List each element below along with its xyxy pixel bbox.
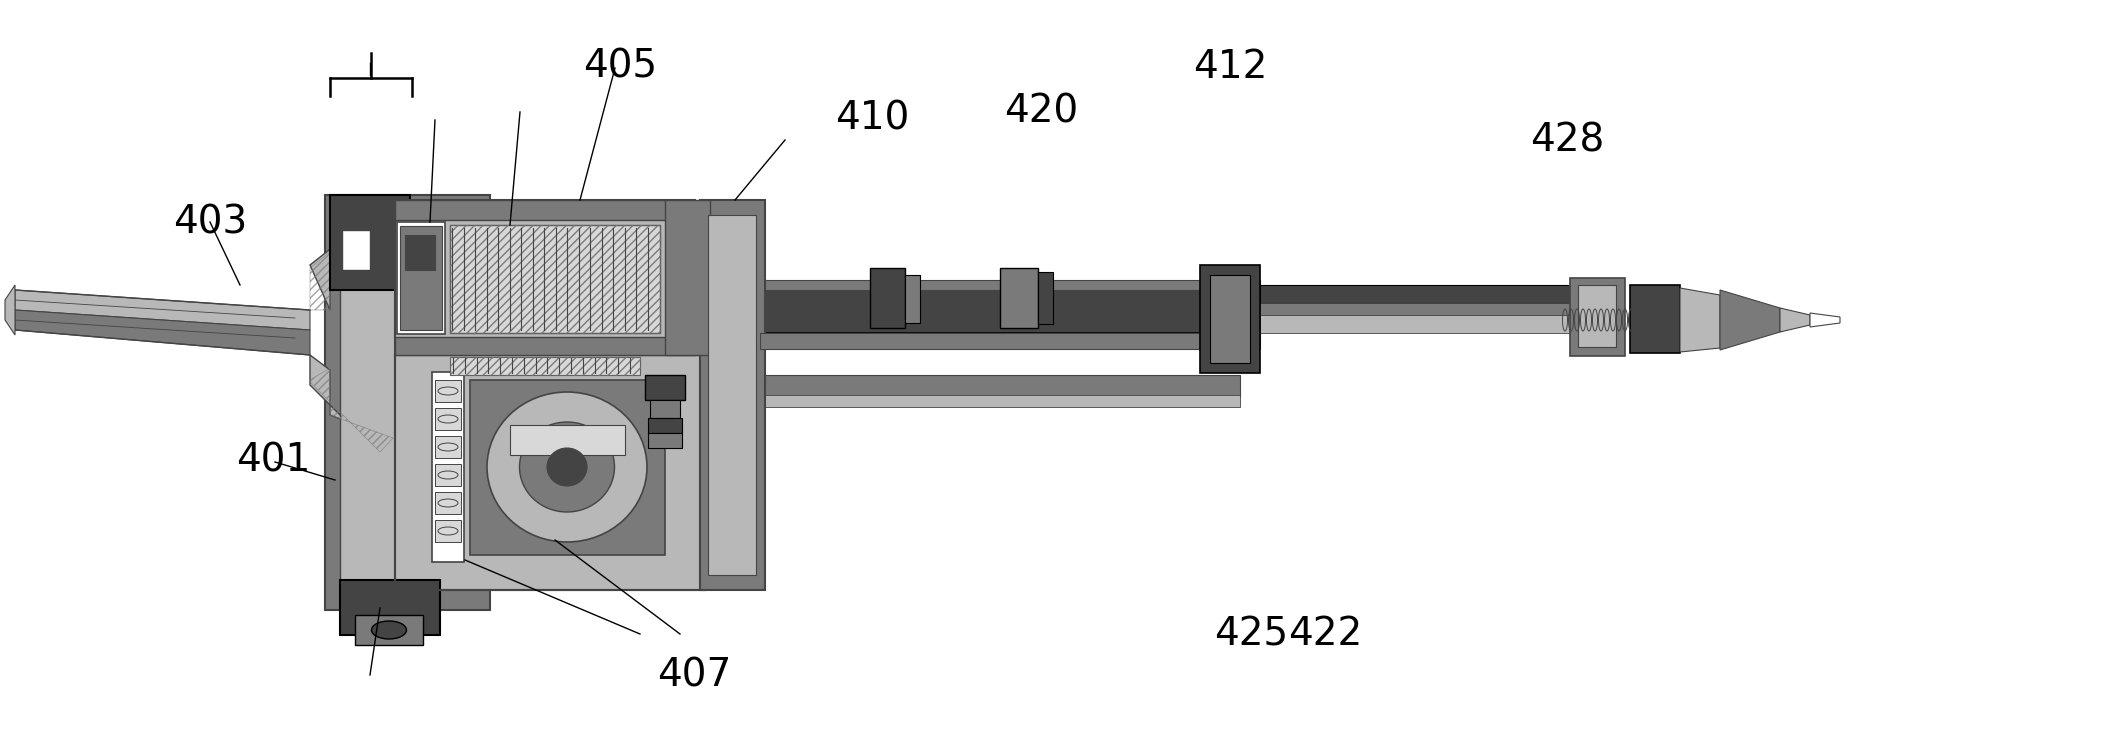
Bar xyxy=(648,418,681,433)
Ellipse shape xyxy=(372,621,406,639)
Text: 401: 401 xyxy=(236,441,311,479)
Text: 403: 403 xyxy=(172,203,248,242)
Polygon shape xyxy=(1680,288,1720,352)
Bar xyxy=(341,220,475,580)
Bar xyxy=(1630,285,1680,353)
Polygon shape xyxy=(15,310,309,355)
Text: 422: 422 xyxy=(1287,615,1363,654)
Bar xyxy=(435,464,461,486)
Bar xyxy=(341,580,440,635)
Bar xyxy=(759,333,1260,349)
Bar xyxy=(759,375,1241,397)
Bar xyxy=(1260,315,1579,333)
Text: 407: 407 xyxy=(656,656,732,695)
Bar xyxy=(1260,285,1579,303)
Bar xyxy=(450,225,660,333)
Bar xyxy=(1577,285,1615,347)
Bar xyxy=(1001,268,1039,328)
Text: 428: 428 xyxy=(1529,122,1605,160)
Bar xyxy=(435,408,461,430)
Bar xyxy=(469,380,665,555)
Bar xyxy=(709,215,755,575)
Bar xyxy=(1201,265,1260,373)
Ellipse shape xyxy=(488,392,648,542)
Bar xyxy=(650,400,679,418)
Bar xyxy=(343,230,370,270)
Bar xyxy=(450,357,639,375)
Polygon shape xyxy=(309,355,395,455)
Bar xyxy=(431,372,465,562)
Bar xyxy=(395,337,694,355)
Bar xyxy=(871,268,904,328)
Bar xyxy=(1209,275,1249,363)
Bar xyxy=(700,200,765,590)
Ellipse shape xyxy=(547,448,587,486)
Text: 405: 405 xyxy=(583,47,658,86)
Polygon shape xyxy=(309,210,395,310)
Bar xyxy=(395,355,705,590)
Bar xyxy=(450,225,660,333)
Bar xyxy=(759,280,1260,290)
Polygon shape xyxy=(1720,290,1779,350)
Text: 420: 420 xyxy=(1003,92,1079,131)
Bar xyxy=(759,395,1241,407)
Bar xyxy=(1260,303,1579,315)
Bar xyxy=(395,200,694,355)
Bar xyxy=(435,520,461,542)
Bar xyxy=(511,425,625,455)
Bar xyxy=(406,235,435,270)
Bar xyxy=(395,200,694,220)
Bar xyxy=(330,195,410,290)
Bar xyxy=(400,226,442,330)
Polygon shape xyxy=(15,290,309,330)
Bar xyxy=(435,380,461,402)
Ellipse shape xyxy=(519,422,614,512)
Bar xyxy=(904,275,919,323)
Bar xyxy=(450,357,639,375)
Text: 412: 412 xyxy=(1192,47,1268,86)
Polygon shape xyxy=(1779,308,1811,332)
Bar xyxy=(759,285,1260,333)
Text: 425: 425 xyxy=(1213,615,1289,654)
Bar xyxy=(395,355,705,590)
Bar xyxy=(397,222,446,334)
Bar xyxy=(355,615,423,645)
Bar xyxy=(646,375,686,400)
Polygon shape xyxy=(1811,313,1840,327)
Bar xyxy=(326,195,490,610)
Bar xyxy=(648,433,681,448)
Bar xyxy=(665,200,711,355)
Bar xyxy=(435,436,461,458)
Bar xyxy=(435,492,461,514)
Text: 410: 410 xyxy=(835,99,911,138)
Polygon shape xyxy=(4,285,15,335)
Bar xyxy=(1039,272,1054,324)
Bar xyxy=(1571,278,1626,356)
